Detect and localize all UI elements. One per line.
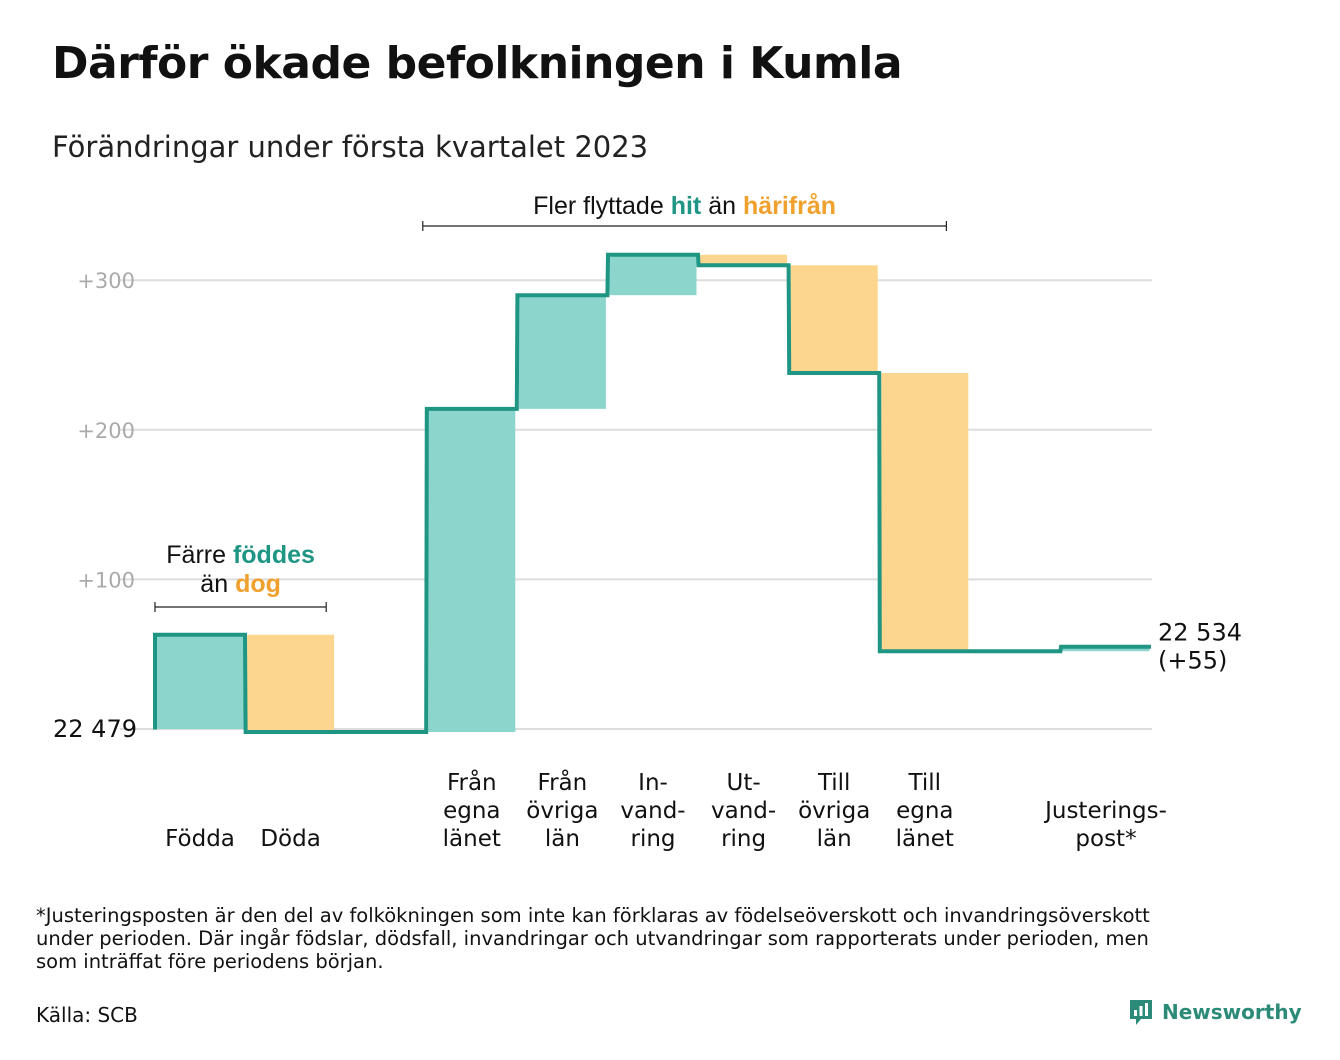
category-label-line: länet: [896, 826, 954, 852]
source-label: Källa: SCB: [36, 1003, 138, 1027]
annotation-highlight: hit: [671, 192, 702, 220]
births-annotation-line1: Färre föddes: [166, 541, 315, 569]
category-label: In-vand-ring: [620, 770, 685, 852]
category-label-line: Döda: [260, 826, 320, 852]
annotation-highlight-teal: föddes: [233, 541, 315, 569]
cumulative-line: [153, 252, 1151, 734]
y-tick-label: +200: [77, 419, 135, 443]
annotation-text: än: [200, 570, 235, 598]
decrease-bar: [881, 372, 969, 652]
bars: [156, 254, 1150, 732]
category-label-line: ring: [630, 826, 675, 852]
decrease-bar: [700, 254, 788, 266]
chart-title: Därför ökade befolkningen i Kumla: [52, 38, 903, 89]
chart-subtitle: Förändringar under första kvartalet 2023: [52, 130, 649, 164]
category-label: Från egna länet: [443, 768, 501, 852]
footnote: *Justeringsposten är den del av folkökni…: [36, 904, 1316, 973]
category-label-line: Från: [538, 768, 588, 796]
brand-name: Newsworthy: [1162, 1000, 1302, 1024]
category-label-line: Födda: [165, 826, 235, 852]
increase-bar: [156, 634, 244, 729]
footnote-line: som inträffat före periodens början.: [36, 950, 384, 973]
y-tick-label: +300: [77, 269, 135, 293]
category-label-line: Från: [447, 768, 497, 796]
category-label-line: övriga: [526, 798, 598, 824]
category-label-line: Till: [817, 770, 851, 796]
category-label-line: län: [545, 826, 580, 852]
decrease-bar: [790, 265, 878, 373]
category-label-line: länet: [443, 826, 501, 852]
moves-annotation: Fler flyttade hit än härifrån: [533, 192, 836, 220]
brand: Newsworthy: [1128, 998, 1302, 1026]
category-label: Ut-vand-ring: [711, 770, 776, 852]
category-label-line: egna: [896, 798, 953, 824]
category-label: Döda: [260, 826, 320, 852]
category-label-line: Till: [908, 770, 942, 796]
annotation-highlight-orange: dog: [235, 570, 281, 598]
y-tick-label: +100: [77, 568, 135, 592]
category-label: Justerings-post*: [1043, 798, 1167, 852]
waterfall-chart: +100 +200 +300 22 479 22 534(+55) Födda Döda F…: [53, 192, 1242, 852]
category-label-line: övriga: [798, 798, 870, 824]
category-label-line: egna: [443, 798, 500, 824]
start-value-label: 22 479: [53, 715, 137, 743]
annotation-text: Fler flyttade: [533, 192, 671, 220]
end-change-label: (+55): [1158, 647, 1227, 675]
category-label: Till egna länet: [896, 770, 954, 852]
increase-bar: [428, 408, 516, 732]
end-value-label: 22 534: [1158, 619, 1242, 647]
category-label-line: vand-: [620, 798, 685, 824]
category-label: Födda: [165, 826, 235, 852]
category-label-line: post*: [1075, 826, 1136, 852]
category-label-line: In-: [638, 770, 668, 796]
annotation-highlight: härifrån: [743, 192, 836, 220]
footnote-line: *Justeringsposten är den del av folkökni…: [36, 904, 1150, 927]
category-label-line: vand-: [711, 798, 776, 824]
category-label-line: Ut-: [727, 770, 761, 796]
category-label-line: län: [817, 826, 852, 852]
annotation-text: än: [701, 192, 743, 220]
category-label: Från övriga län: [526, 768, 598, 852]
births-annotation-line2: än dog: [200, 570, 281, 598]
category-label-line: Justerings-: [1043, 798, 1167, 824]
footnote-line: under perioden. Där ingår födslar, dödsf…: [36, 927, 1149, 950]
increase-bar: [609, 254, 697, 296]
decrease-bar: [247, 634, 335, 732]
increase-bar: [1062, 646, 1150, 652]
category-label: Till övriga län: [798, 770, 870, 852]
category-label-line: ring: [721, 826, 766, 852]
increase-bar: [518, 295, 606, 409]
newsworthy-logo-icon: [1130, 1000, 1152, 1025]
annotation-text: Färre: [166, 541, 233, 569]
cumulative-step-line: [153, 252, 1151, 734]
